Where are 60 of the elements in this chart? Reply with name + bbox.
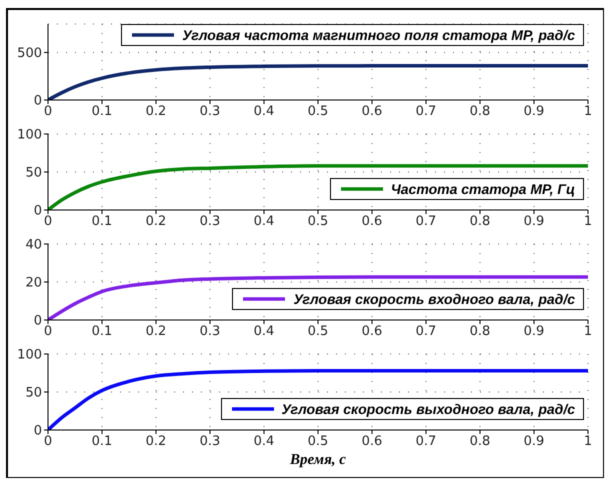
x-tick-label: 0.9 [524,324,544,340]
x-tick-label: 0.8 [470,104,490,120]
x-tick-label: 0.9 [524,104,544,120]
y-tick-label: 0 [34,424,42,439]
x-tick-label: 1 [584,214,592,230]
x-tick-label: 0.2 [146,324,166,340]
x-tick-label: 0.6 [362,434,382,450]
x-tick-label: 0.3 [200,434,220,450]
y-tick-label: 20 [25,276,42,291]
x-tick-label: 0.4 [254,434,274,450]
x-tick-label: 0 [44,324,52,340]
x-tick-label: 0.5 [308,104,328,120]
x-tick-label: 1 [584,324,592,340]
y-tick-label: 0 [34,94,42,109]
x-tick-label: 0.1 [92,104,112,120]
y-tick-label: 40 [25,238,42,253]
x-tick-label: 0.2 [146,434,166,450]
x-tick-label: 0.8 [470,324,490,340]
y-tick-label: 100 [17,128,42,143]
x-tick-label: 0.2 [146,104,166,120]
x-tick-label: 1 [584,434,592,450]
x-tick-label: 0.7 [416,214,436,230]
x-tick-label: 0.7 [416,434,436,450]
x-tick-label: 0 [44,434,52,450]
x-tick-label: 0.9 [524,214,544,230]
x-tick-label: 0.7 [416,324,436,340]
x-tick-label: 0.1 [92,434,112,450]
x-tick-label: 0.3 [200,214,220,230]
x-tick-label: 0.6 [362,104,382,120]
x-tick-label: 0 [44,104,52,120]
x-tick-label: 0.4 [254,104,274,120]
legend-label: Частота статора МР, Гц [390,181,575,197]
x-tick-label: 0.4 [254,324,274,340]
x-tick-label: 1 [584,104,592,120]
x-tick-label: 0.8 [470,434,490,450]
x-tick-label: 0.5 [308,434,328,450]
y-tick-label: 50 [25,386,42,401]
y-tick-label: 0 [34,314,42,329]
x-tick-label: 0.8 [470,214,490,230]
y-tick-label: 500 [17,46,42,62]
x-tick-label: 0.5 [308,214,328,230]
y-tick-label: 50 [25,166,42,181]
y-tick-label: 100 [17,348,42,363]
legend-label: Угловая скорость входного вала, рад/с [293,291,575,307]
x-axis-title: Время, с [288,452,347,469]
x-tick-label: 0.7 [416,104,436,120]
x-tick-label: 0.6 [362,214,382,230]
legend-label: Угловая частота магнитного поля статора МР, рад/с [182,27,575,43]
x-tick-label: 0 [44,214,52,230]
x-tick-label: 0.2 [146,214,166,230]
x-tick-label: 0.5 [308,324,328,340]
legend-label: Угловая скорость выходного вала, рад/с [282,401,575,417]
x-tick-label: 0.3 [200,104,220,120]
x-tick-label: 0.3 [200,324,220,340]
x-tick-label: 0.6 [362,324,382,340]
x-tick-label: 0.9 [524,434,544,450]
x-tick-label: 0.4 [254,214,274,230]
x-tick-label: 0.1 [92,214,112,230]
x-tick-label: 0.1 [92,324,112,340]
y-tick-label: 0 [34,204,42,219]
